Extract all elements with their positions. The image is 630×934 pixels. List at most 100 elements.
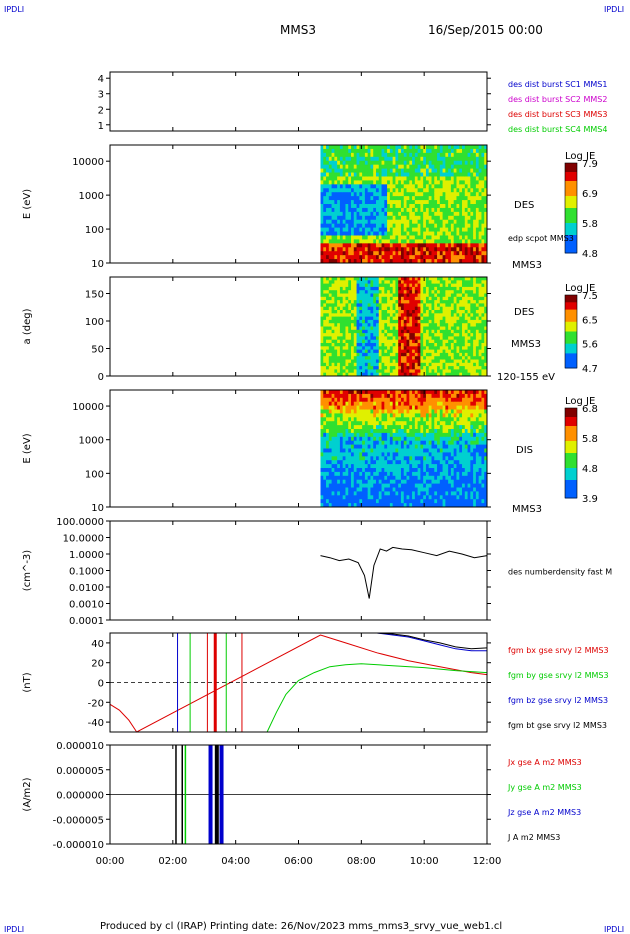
panel4-heatmap-cell (417, 464, 421, 469)
panel4-heatmap-cell (364, 475, 369, 481)
panel2-heatmap-cell (453, 188, 457, 193)
panel3-heatmap-cell (345, 316, 349, 321)
panel4-heatmap-cell (403, 471, 408, 477)
panel3-heatmap-cell (470, 303, 474, 308)
panel4-heatmap-cell (395, 417, 399, 422)
panel4-heatmap-cell (403, 413, 408, 418)
panel3-heatmap-cell (395, 343, 399, 347)
panel4-heatmap-cell (359, 425, 363, 430)
panel3-heatmap-cell (470, 366, 474, 370)
panel2-heatmap-cell (389, 243, 394, 248)
panel2-heatmap-cell (362, 145, 366, 150)
panel2-heatmap-cell (437, 247, 441, 252)
panel2-heatmap-cell (353, 207, 358, 213)
panel3-heatmap-cell (345, 366, 349, 370)
panel4-heatmap-cell (387, 413, 391, 418)
panel3-heatmap-cell (450, 349, 455, 354)
panel2-heatmap-cell (481, 251, 485, 256)
panel4-heatmap-cell (328, 487, 333, 492)
panel2-heatmap-cell (459, 192, 463, 197)
panel3-heatmap-cell (406, 293, 410, 298)
panel2-heatmap-cell (478, 152, 482, 158)
panel4-heatmap-cell (384, 413, 388, 418)
panel4-heatmap-cell (428, 440, 432, 446)
panel2-heatmap-cell (337, 180, 341, 185)
panel2-heatmap-cell (400, 176, 405, 181)
panel3-heatmap-cell (437, 349, 441, 354)
panel4-heatmap-cell (362, 440, 366, 446)
panel2-heatmap-cell (445, 215, 449, 221)
panel2-heatmap-cell (448, 180, 452, 185)
panel3-heatmap-cell (378, 372, 383, 377)
panel2-heatmap-cell (342, 243, 346, 248)
panel2-heatmap-cell (434, 259, 438, 264)
panel4-heatmap-cell (431, 397, 435, 403)
panel3-heatmap-cell (353, 306, 358, 311)
panel3-heatmap-cell (334, 333, 338, 337)
panel2-heatmap-cell (381, 184, 385, 189)
panel3-heatmap-cell (392, 329, 396, 334)
panel3-heatmap-cell (370, 283, 374, 288)
panel2-heatmap-cell (370, 239, 374, 244)
panel4-heatmap-cell (342, 491, 346, 496)
panel4-heatmap-cell (400, 417, 405, 422)
panel3-heatmap-cell (334, 316, 338, 321)
panel4-heatmap-cell (370, 425, 374, 430)
panel2-heatmap-cell (456, 235, 460, 240)
panel2-heatmap-cell (331, 211, 335, 217)
panel4-heatmap-cell (328, 397, 333, 403)
panel4-heatmap-cell (331, 444, 335, 449)
panel3-heatmap-cell (384, 349, 388, 354)
panel3-heatmap-cell (323, 293, 327, 298)
panel3-heatmap-cell (467, 316, 471, 321)
panel4-heatmap-cell (378, 397, 383, 403)
panel2-heatmap-cell (439, 184, 444, 189)
panel3-heatmap-cell (437, 319, 441, 324)
panel3-heatmap-cell (348, 352, 352, 357)
panel3-heatmap-cell (353, 359, 358, 364)
panel4-heatmap-cell (381, 456, 385, 461)
panel4-heatmap-cell (384, 432, 388, 438)
panel2-heatmap-cell (328, 259, 333, 264)
panel3-heatmap-cell (470, 310, 474, 314)
panel2-heatmap-cell (375, 160, 380, 166)
panel2-heatmap-cell (395, 172, 399, 177)
panel2-heatmap-cell (417, 188, 421, 193)
panel4-heatmap-cell (351, 487, 355, 492)
panel2-heatmap-cell (348, 188, 352, 193)
panel4-heatmap-cell (351, 479, 355, 485)
panel2-heatmap-cell (473, 255, 477, 260)
panel3-heatmap-cell (412, 366, 416, 370)
panel3-heatmap-cell (389, 356, 394, 360)
panel3-heatmap-cell (409, 310, 413, 314)
panel2-heatmap-cell (364, 168, 369, 174)
panel2-heatmap-cell (406, 164, 410, 170)
panel3-heatmap-cell (334, 300, 338, 304)
panel2-heatmap-cell (337, 227, 341, 233)
panel4-heatmap-cell (417, 425, 421, 430)
panel4-heatmap-cell (403, 429, 408, 434)
panel2-heatmap-cell (389, 239, 394, 244)
panel2-heatmap-cell (462, 239, 466, 244)
panel3-heatmap-cell (392, 356, 396, 360)
panel2-heatmap-cell (339, 215, 344, 221)
panel3-heatmap-cell (398, 336, 402, 341)
panel3-heatmap-cell (431, 356, 435, 360)
panel3-heatmap-cell (428, 283, 432, 288)
panel2-heatmap-cell (425, 227, 430, 233)
panel2-heatmap-cell (456, 145, 460, 150)
panel3-heatmap-cell (331, 336, 335, 341)
panel3-heatmap-cell (326, 356, 330, 360)
panel2-heatmap-cell (326, 180, 330, 185)
panel2-heatmap-cell (478, 247, 482, 252)
panel2-heatmap-cell (453, 259, 457, 264)
panel3-heatmap-cell (364, 303, 369, 308)
panel3-heatmap-cell (378, 366, 383, 370)
panel4-heatmap-cell (353, 468, 358, 473)
panel4-heatmap-cell (431, 421, 435, 426)
panel4-heatmap-cell (334, 390, 338, 395)
panel3-heatmap-cell (431, 300, 435, 304)
panel2-heatmap-cell (351, 200, 355, 205)
panel3-heatmap-cell (439, 362, 444, 367)
panel2-heatmap-cell (437, 152, 441, 158)
